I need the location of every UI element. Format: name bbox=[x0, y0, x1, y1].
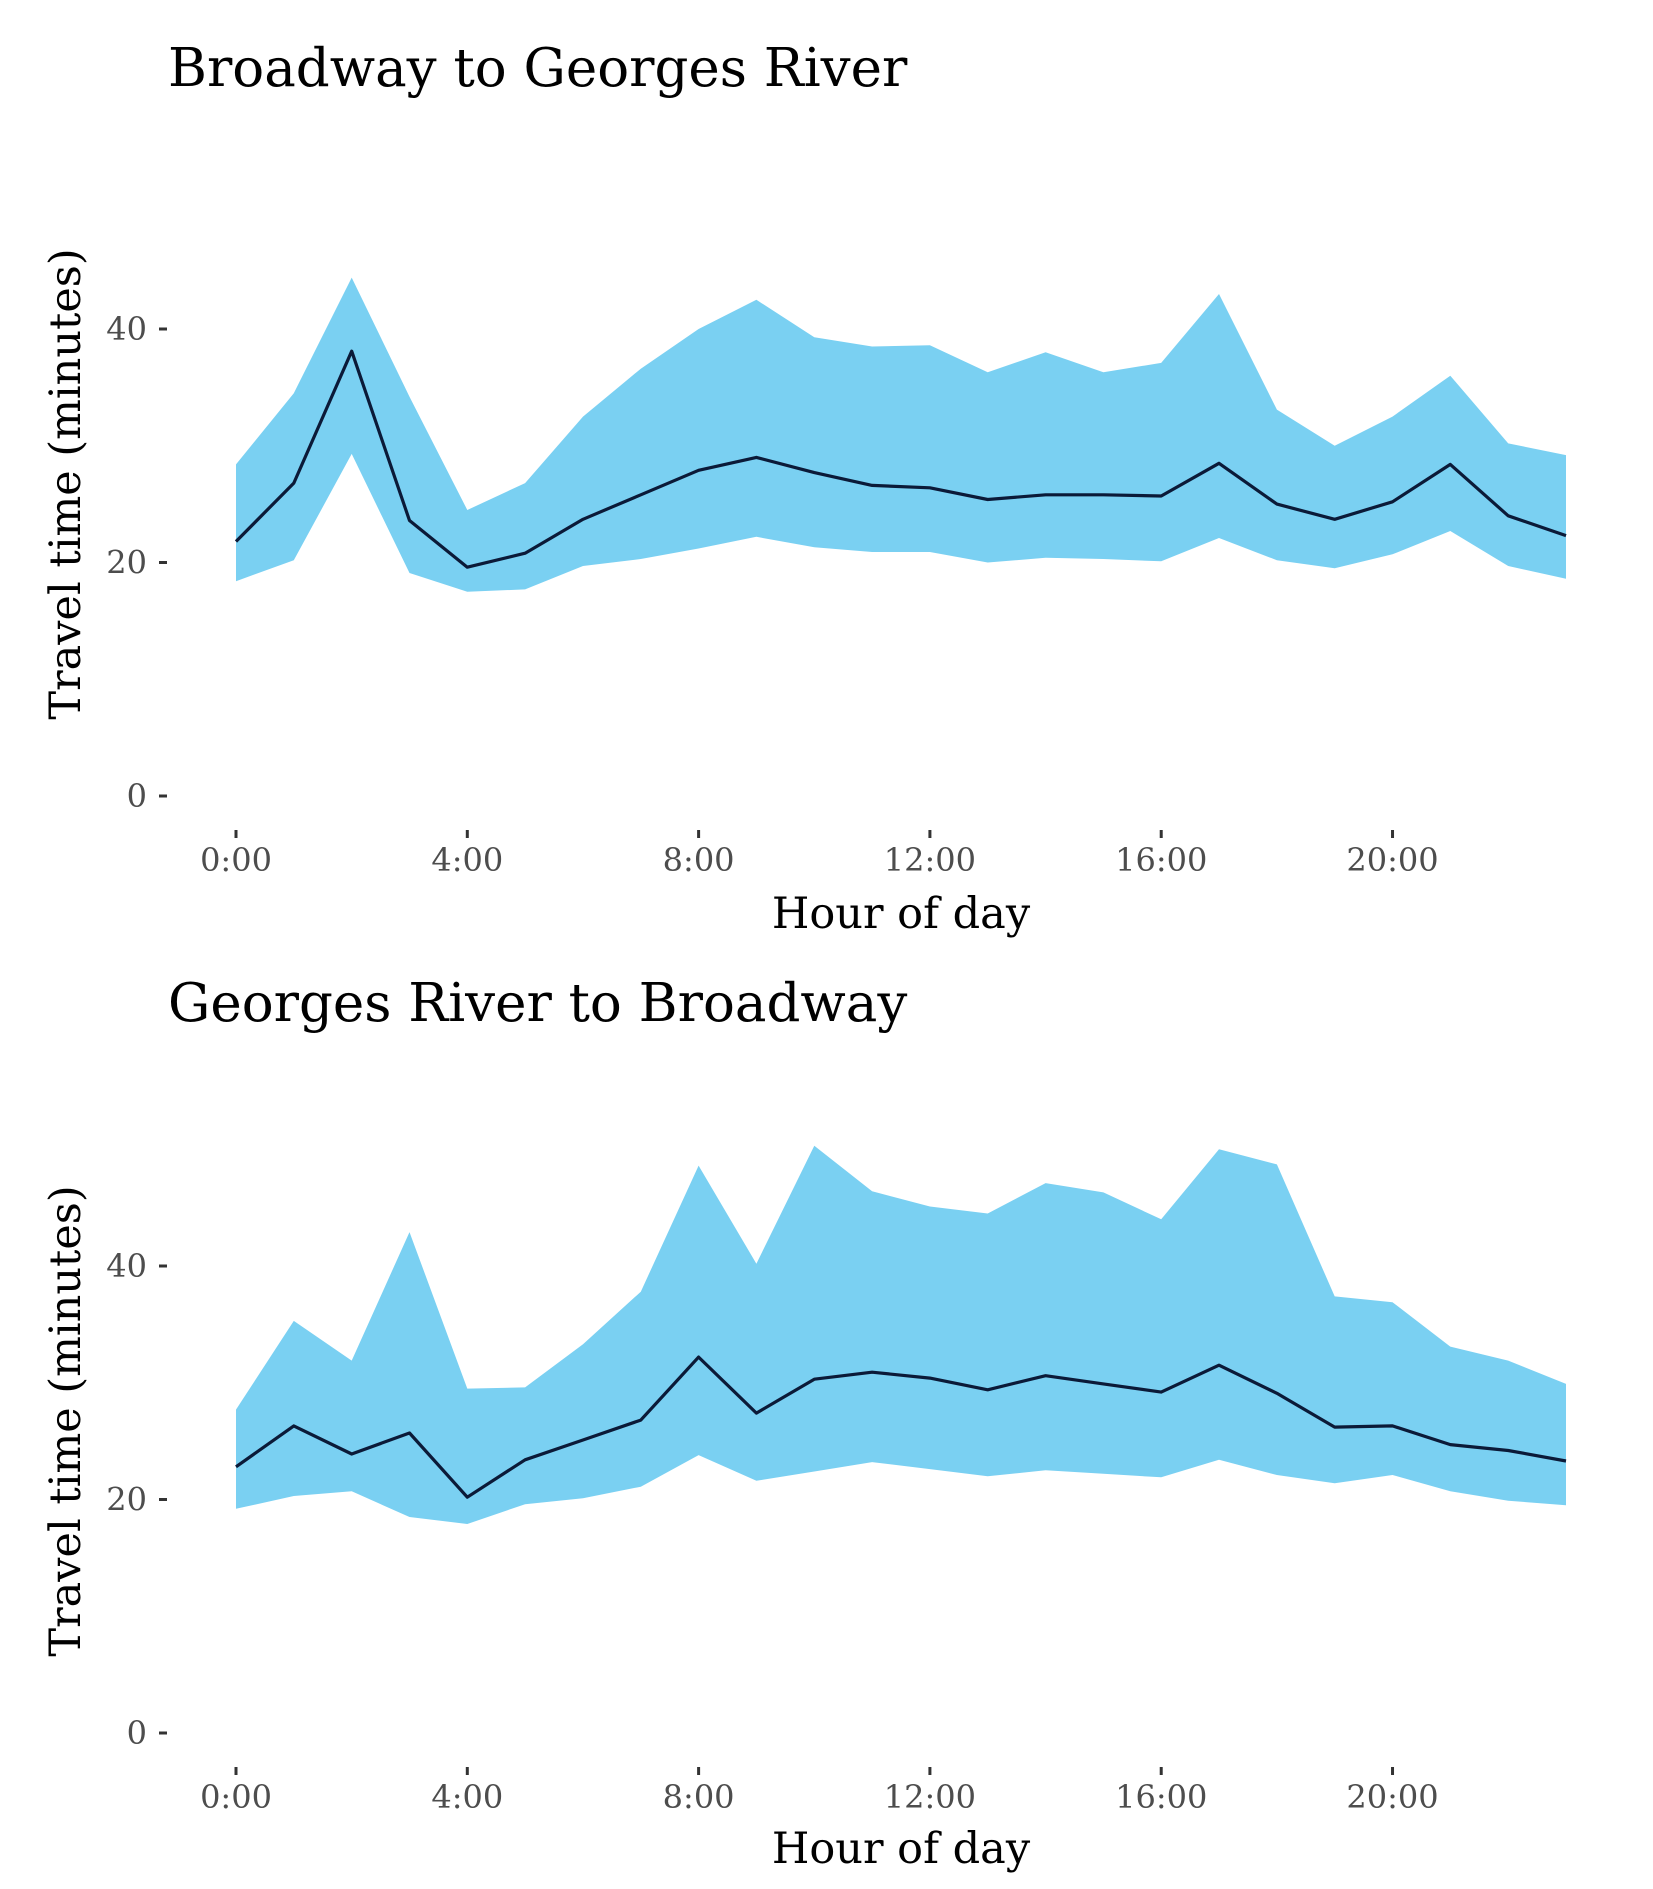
x-tick-label: 16:00 bbox=[1115, 1778, 1207, 1816]
panel-broadway-to-georges-river: Broadway to Georges River 0 20 40 0:00 4:00 8… bbox=[41, 38, 1567, 939]
confidence-band bbox=[236, 277, 1566, 592]
y-tick-label: 0 bbox=[127, 1714, 147, 1752]
confidence-band bbox=[236, 1145, 1566, 1524]
x-tick-label: 4:00 bbox=[431, 841, 503, 879]
plot-area: 0 20 40 0:00 4:00 8:00 12:00 16:00 20:00 bbox=[106, 1145, 1567, 1816]
x-tick-label: 12:00 bbox=[884, 1778, 976, 1816]
x-tick-label: 8:00 bbox=[663, 1778, 735, 1816]
y-tick-label: 20 bbox=[106, 544, 147, 582]
x-tick-label: 0:00 bbox=[200, 841, 272, 879]
x-tick-label: 16:00 bbox=[1115, 841, 1207, 879]
panel-georges-river-to-broadway: Georges River to Broadway 0 20 40 0:00 4:00 8… bbox=[41, 973, 1567, 1874]
chart-title: Georges River to Broadway bbox=[168, 973, 907, 1034]
y-axis-title: Travel time (minutes) bbox=[41, 1185, 91, 1656]
chart-title: Broadway to Georges River bbox=[168, 38, 908, 99]
x-tick-label: 0:00 bbox=[200, 1778, 272, 1816]
plot-area: 0 20 40 0:00 4:00 8:00 12:00 16:00 20:00 bbox=[106, 277, 1567, 879]
y-tick-label: 40 bbox=[106, 1247, 147, 1285]
x-tick-label: 20:00 bbox=[1346, 841, 1438, 879]
x-tick-label: 20:00 bbox=[1346, 1778, 1438, 1816]
y-tick-label: 0 bbox=[127, 777, 147, 815]
x-tick-label: 4:00 bbox=[431, 1778, 503, 1816]
x-axis-title: Hour of day bbox=[772, 889, 1031, 939]
y-tick-label: 20 bbox=[106, 1481, 147, 1519]
median-line bbox=[234, 349, 1567, 569]
x-axis-title: Hour of day bbox=[772, 1824, 1031, 1874]
median-line bbox=[235, 1355, 1567, 1499]
y-tick-label: 40 bbox=[106, 310, 147, 348]
y-axis-title: Travel time (minutes) bbox=[41, 248, 91, 719]
x-tick-label: 8:00 bbox=[663, 841, 735, 879]
x-tick-label: 12:00 bbox=[884, 841, 976, 879]
